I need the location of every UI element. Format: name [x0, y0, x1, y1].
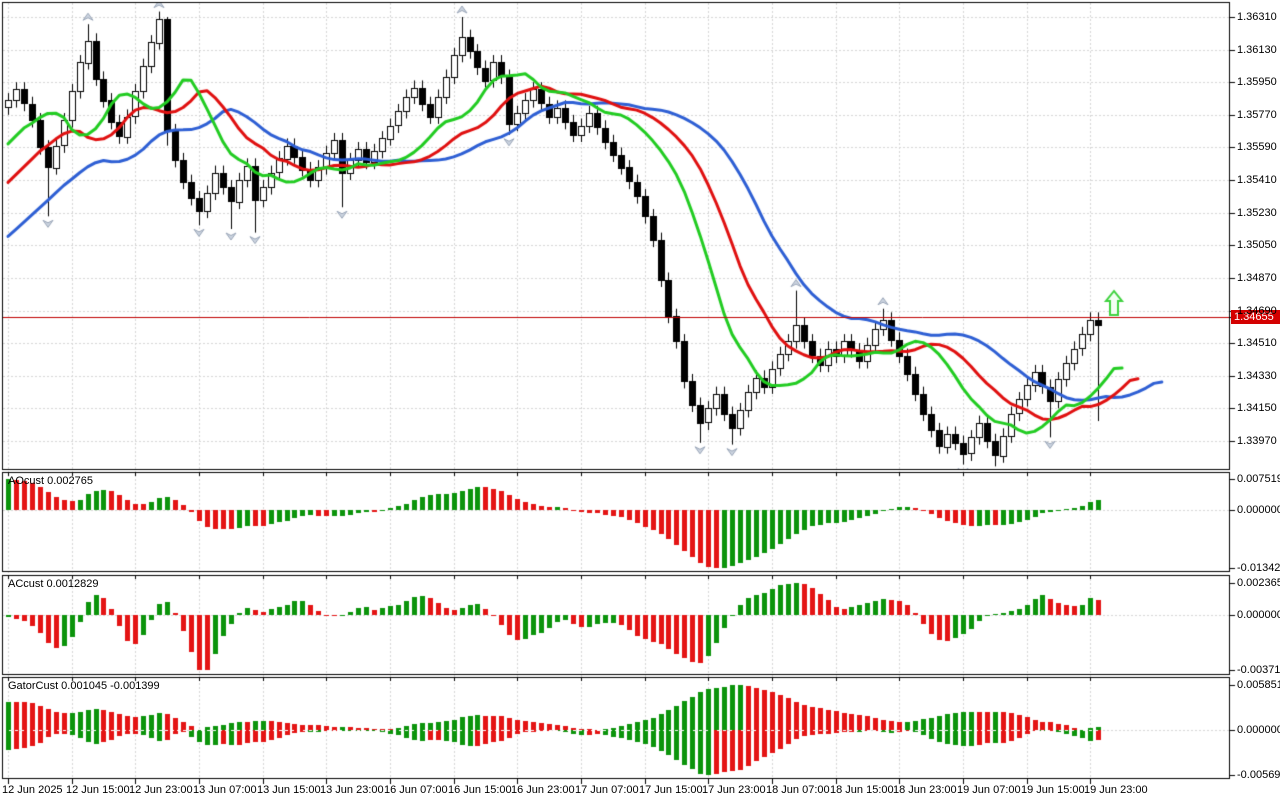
time-axis-label: 19 Jun 15:00	[1021, 784, 1085, 796]
time-axis-label: 16 Jun 07:00	[384, 784, 448, 796]
time-axis-label: 17 Jun 07:00	[575, 784, 639, 796]
price-axis-label: 1.35050	[1237, 239, 1277, 251]
price-line-badge[interactable]: 1.34655	[1231, 310, 1280, 324]
indicator-axis-label: -0.005697	[1237, 769, 1280, 781]
price-axis-label: 1.34690	[1237, 305, 1277, 317]
time-axis-label: 17 Jun 15:00	[639, 784, 703, 796]
price-axis-label: 1.34330	[1237, 370, 1277, 382]
indicator-axis-label: 0.005851	[1237, 679, 1280, 691]
time-axis-label: 18 Jun 23:00	[893, 784, 957, 796]
indicator-axis-label: 0.007519	[1237, 473, 1280, 485]
price-axis-label: 1.33970	[1237, 435, 1277, 447]
time-axis-label: 12 Jun 15:00	[66, 784, 130, 796]
time-axis-label: 13 Jun 07:00	[193, 784, 257, 796]
price-axis-label: 1.34870	[1237, 272, 1277, 284]
indicator-axis-label: 0.000000	[1237, 724, 1280, 736]
time-axis-label: 19 Jun 23:00	[1084, 784, 1148, 796]
price-axis-label: 1.35230	[1237, 207, 1277, 219]
price-axis-label: 1.36130	[1237, 44, 1277, 56]
time-axis-label: 16 Jun 23:00	[511, 784, 575, 796]
indicator-label-aocust: AOcust 0.002765	[8, 475, 94, 487]
price-axis-label: 1.35590	[1237, 141, 1277, 153]
indicator-axis-label: -0.0037190	[1237, 664, 1280, 676]
time-axis-label: 17 Jun 23:00	[702, 784, 766, 796]
indicator-label-accust: ACcust 0.0012829	[8, 578, 99, 590]
indicator-axis-label: 0.000000	[1237, 504, 1280, 516]
price-axis-label: 1.35410	[1237, 174, 1277, 186]
price-axis-label: 1.34150	[1237, 402, 1277, 414]
time-axis-label: 19 Jun 07:00	[957, 784, 1021, 796]
time-axis-label: 12 Jun 2025	[2, 784, 63, 796]
price-axis-label: 1.35950	[1237, 76, 1277, 88]
price-axis-label: 1.35770	[1237, 109, 1277, 121]
indicator-axis-label: 0.0023653	[1237, 577, 1280, 589]
price-axis-label: 1.34510	[1237, 337, 1277, 349]
indicator-label-gatorcust: GatorCust 0.001045 -0.001399	[8, 680, 160, 692]
indicator-axis-label: -0.013427	[1237, 562, 1280, 574]
time-axis-label: 12 Jun 23:00	[129, 784, 193, 796]
price-axis-label: 1.36310	[1237, 11, 1277, 23]
time-axis-label: 18 Jun 15:00	[830, 784, 894, 796]
time-axis-label: 13 Jun 23:00	[320, 784, 384, 796]
indicator-axis-label: 0.0000000	[1237, 609, 1280, 621]
time-axis-label: 16 Jun 15:00	[448, 784, 512, 796]
time-axis-label: 13 Jun 15:00	[257, 784, 321, 796]
time-axis-label: 18 Jun 07:00	[766, 784, 830, 796]
